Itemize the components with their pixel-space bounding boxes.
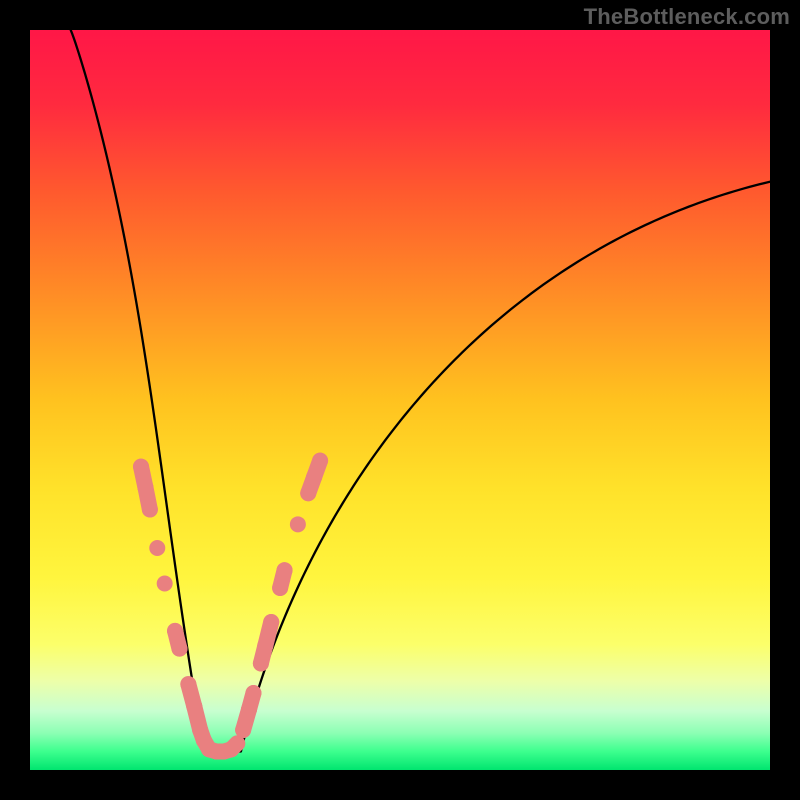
marker-dot xyxy=(272,580,288,596)
marker-dot xyxy=(235,722,251,738)
marker-dot xyxy=(186,698,202,714)
marker-dot xyxy=(300,485,316,501)
chart-container: TheBottleneck.com xyxy=(0,0,800,800)
marker-dot xyxy=(312,453,328,469)
marker-dot xyxy=(167,623,183,639)
marker-dot xyxy=(241,701,257,717)
marker-dot xyxy=(245,685,261,701)
marker-dot xyxy=(253,655,269,671)
marker-dot xyxy=(257,638,273,654)
marker-dot xyxy=(142,502,158,518)
marker-dot xyxy=(290,516,306,532)
marker-dot xyxy=(133,459,149,475)
marker-dot xyxy=(149,540,165,556)
marker-dot xyxy=(157,576,173,592)
chart-svg xyxy=(30,30,770,770)
marker-dot xyxy=(277,562,293,578)
marker-dot xyxy=(137,479,153,495)
plot-area xyxy=(30,30,770,770)
gradient-background xyxy=(30,30,770,770)
marker-dot xyxy=(180,676,196,692)
watermark-text: TheBottleneck.com xyxy=(584,4,790,30)
marker-dot xyxy=(306,469,322,485)
marker-dot xyxy=(171,641,187,657)
marker-dot xyxy=(263,614,279,630)
